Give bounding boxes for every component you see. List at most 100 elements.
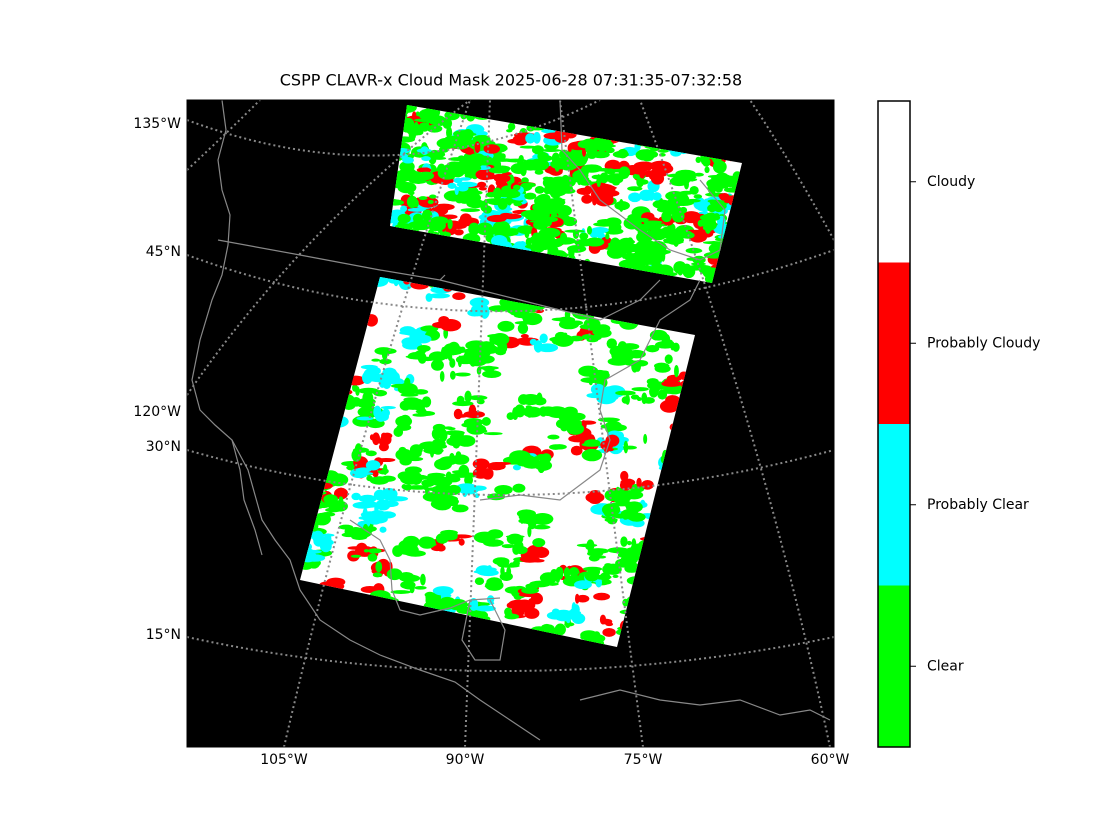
cloud-pixel	[609, 168, 629, 173]
cloud-pixel	[508, 599, 531, 608]
cloud-pixel	[467, 309, 483, 317]
cloud-pixel	[406, 195, 418, 209]
cloud-pixel	[482, 370, 502, 379]
cloud-pixel	[646, 378, 659, 386]
cloud-pixel	[423, 198, 429, 208]
cloud-pixel	[464, 475, 474, 486]
cloud-pixel	[387, 496, 409, 502]
cloud-pixel	[429, 194, 437, 199]
cloud-pixel	[373, 489, 387, 501]
cloud-pixel	[569, 608, 577, 620]
cloud-pixel	[474, 577, 485, 586]
cloud-pixel	[519, 145, 537, 149]
cloud-pixel	[649, 385, 660, 394]
cloud-pixel	[410, 127, 426, 132]
cloud-pixel	[485, 579, 504, 591]
cloud-pixel	[566, 153, 575, 161]
cloud-pixel	[446, 126, 453, 139]
cloud-pixel	[514, 320, 537, 325]
cloud-pixel	[521, 586, 539, 594]
cloud-pixel	[419, 199, 425, 206]
cloud-pixel	[636, 176, 645, 188]
cloud-pixel	[665, 395, 680, 405]
cloud-pixel	[525, 405, 532, 409]
cloud-pixel	[643, 220, 663, 231]
cloud-pixel	[588, 379, 593, 386]
cloud-pixel	[321, 533, 335, 537]
cloud-pixel	[512, 483, 526, 493]
cloud-pixel	[711, 183, 726, 190]
cloud-pixel	[406, 485, 429, 490]
cloud-pixel	[446, 348, 458, 354]
cloud-pixel	[639, 190, 651, 198]
cloud-pixel	[413, 118, 435, 123]
cloud-pixel	[420, 146, 429, 155]
cloud-pixel	[718, 193, 726, 199]
cloud-pixel	[618, 259, 639, 269]
cloud-pixel	[636, 396, 642, 402]
cloud-pixel	[323, 494, 338, 505]
cloud-pixel	[404, 338, 420, 345]
cloud-pixel	[390, 383, 408, 389]
cloud-pixel	[451, 470, 469, 474]
colorbar-label: Clear	[927, 658, 964, 674]
cloud-pixel	[663, 240, 684, 244]
cloud-pixel	[499, 572, 513, 581]
cloud-pixel	[418, 196, 428, 201]
cloud-pixel	[627, 512, 646, 522]
cloud-pixel	[592, 330, 597, 335]
cloud-pixel	[460, 208, 481, 213]
cloud-pixel	[446, 484, 461, 495]
cloud-pixel	[626, 540, 632, 546]
cloud-pixel	[509, 562, 516, 567]
cloud-pixel	[487, 529, 504, 539]
cloud-pixel	[385, 371, 390, 379]
cloud-pixel	[558, 319, 580, 330]
cloud-pixel	[359, 501, 379, 508]
cloud-pixel	[405, 389, 411, 394]
cloud-pixel	[570, 445, 583, 456]
cloud-pixel	[549, 444, 563, 450]
cloud-pixel	[468, 404, 477, 418]
cloud-pixel	[554, 623, 566, 636]
cloud-pixel	[538, 227, 561, 238]
cloud-pixel	[367, 553, 378, 562]
cloud-pixel	[540, 148, 562, 152]
cloud-pixel	[373, 405, 382, 419]
cloud-pixel	[533, 131, 541, 144]
cloud-pixel	[656, 206, 672, 213]
cloud-pixel	[444, 426, 453, 430]
cloud-pixel	[579, 232, 589, 241]
cloud-pixel	[352, 384, 358, 392]
cloud-pixel	[478, 569, 499, 577]
cloud-pixel	[440, 593, 452, 598]
cloud-pixel	[463, 131, 474, 140]
cloud-pixel	[487, 461, 506, 471]
lat-label: 15°N	[146, 627, 181, 643]
cloud-pixel	[585, 542, 594, 551]
cloud-pixel	[551, 317, 568, 322]
cloud-pixel	[667, 223, 676, 234]
cloud-pixel	[599, 172, 609, 184]
cloud-pixel	[430, 359, 444, 371]
cloud-pixel	[376, 457, 396, 463]
cloud-pixel	[375, 561, 383, 573]
cloud-pixel	[447, 182, 457, 189]
cloud-pixel	[623, 252, 639, 261]
cloud-pixel	[653, 163, 674, 174]
cloud-pixel	[568, 335, 584, 342]
cloud-pixel	[620, 470, 629, 482]
cloud-pixel	[554, 614, 565, 618]
cloud-pixel	[418, 108, 439, 121]
cloud-pixel	[581, 448, 603, 462]
cloud-pixel	[702, 157, 711, 167]
cloud-pixel	[384, 498, 390, 507]
cloud-pixel	[579, 420, 597, 425]
cloud-pixel	[463, 351, 473, 363]
cloud-pixel	[556, 205, 572, 217]
cloud-pixel	[360, 364, 378, 370]
lat-label: 120°W	[133, 404, 181, 420]
cloud-pixel	[614, 357, 619, 363]
cloud-pixel	[637, 217, 649, 222]
